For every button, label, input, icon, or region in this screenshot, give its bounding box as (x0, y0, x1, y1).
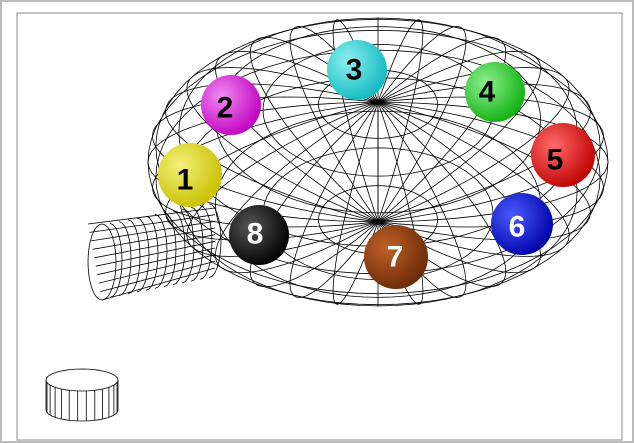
ball: 8 (229, 205, 289, 265)
ball-label: 5 (547, 144, 564, 177)
ball-label: 4 (479, 76, 496, 109)
ball-label: 2 (217, 92, 234, 125)
ball: 3 (327, 40, 387, 100)
ball-label: 3 (346, 54, 363, 87)
page: {"nodes": [{"label": "1"}, {"label": "2"… (0, 0, 634, 443)
ball: 5 (531, 123, 595, 187)
ball-label: 7 (387, 241, 404, 274)
ball-label: 8 (247, 218, 264, 251)
ball: 6 (491, 193, 553, 255)
ball: 2 (201, 75, 261, 135)
ball: 7 (364, 225, 428, 289)
ball-label: 1 (177, 164, 194, 197)
ball-label: 6 (509, 211, 526, 244)
scene: 1 2 3 4 5 6 7 8 (0, 0, 634, 443)
ball: 1 (158, 143, 222, 207)
ball: 4 (465, 62, 525, 122)
